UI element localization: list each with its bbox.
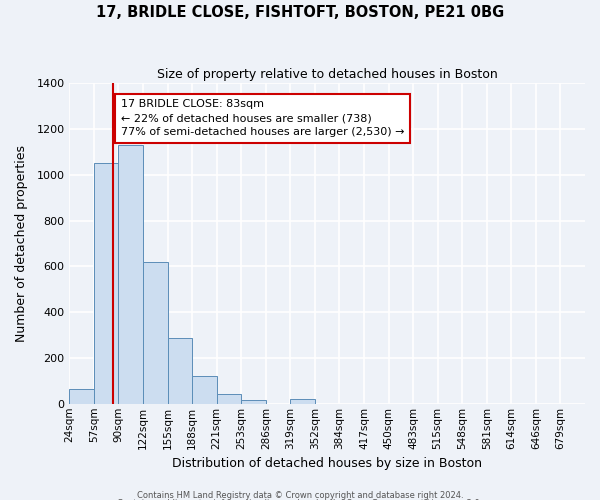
Bar: [143, 262, 167, 404]
Bar: [167, 338, 192, 404]
Text: 17, BRIDLE CLOSE, FISHTOFT, BOSTON, PE21 0BG: 17, BRIDLE CLOSE, FISHTOFT, BOSTON, PE21…: [96, 5, 504, 20]
Y-axis label: Number of detached properties: Number of detached properties: [15, 145, 28, 342]
Bar: [217, 394, 241, 404]
Bar: [290, 399, 315, 404]
X-axis label: Distribution of detached houses by size in Boston: Distribution of detached houses by size …: [172, 457, 482, 470]
Bar: [70, 389, 94, 404]
Title: Size of property relative to detached houses in Boston: Size of property relative to detached ho…: [157, 68, 497, 80]
Bar: [241, 400, 266, 404]
Bar: [94, 163, 118, 404]
Bar: [118, 145, 143, 404]
Bar: [192, 376, 217, 404]
Text: 17 BRIDLE CLOSE: 83sqm
← 22% of detached houses are smaller (738)
77% of semi-de: 17 BRIDLE CLOSE: 83sqm ← 22% of detached…: [121, 99, 404, 137]
Text: Contains HM Land Registry data © Crown copyright and database right 2024.: Contains HM Land Registry data © Crown c…: [137, 490, 463, 500]
Text: Contains public sector information licensed under the Open Government Licence v3: Contains public sector information licen…: [118, 499, 482, 500]
